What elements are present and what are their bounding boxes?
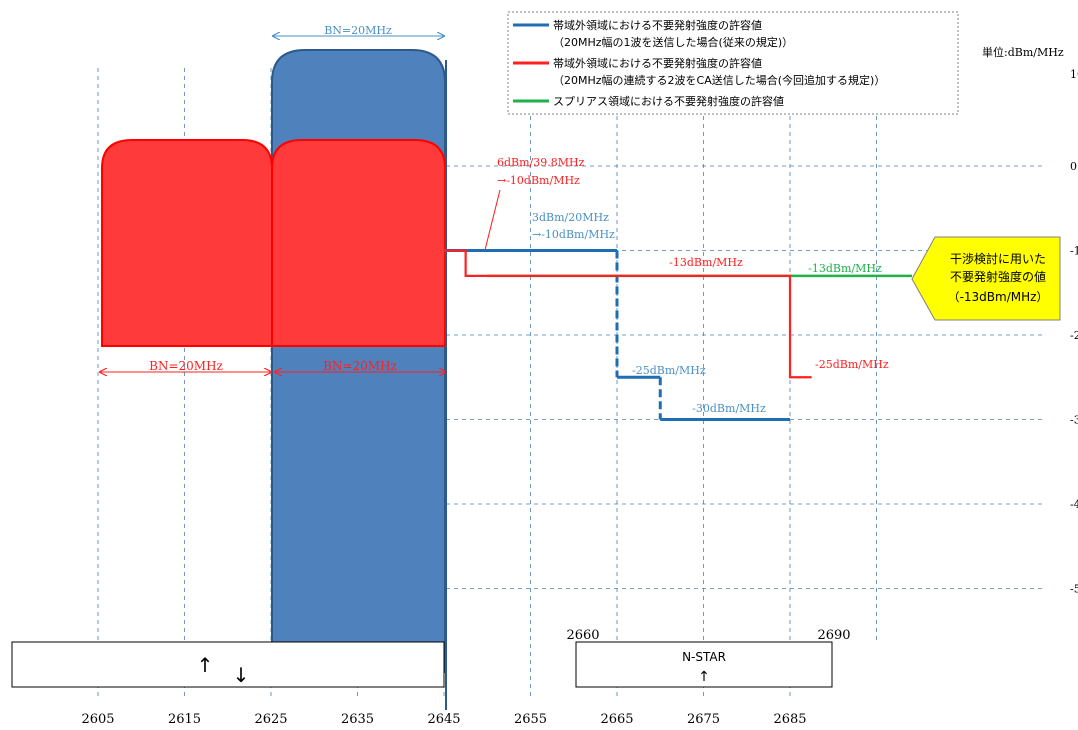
annotation-red-13: -13dBm/MHz [669,256,743,269]
x-tick-label: 2645 [427,712,460,727]
x-tick-label: 2655 [514,712,547,727]
y-tick-label: -20 [1070,329,1078,342]
callout-line-2: 不要発射強度の値 [950,269,1046,284]
carrier-red-right [271,139,446,347]
callout-line-3: （-13dBm/MHz） [948,290,1049,304]
annotation-green-13: -13dBm/MHz [808,262,882,275]
y-tick-label: -50 [1070,583,1078,596]
allocation-up-arrow: ↑ [197,653,214,677]
bn-label-red-right: BN=20MHz [323,359,397,373]
annotation-blue-25: -25dBm/MHz [632,364,706,377]
y-tick-label: 10 [1070,68,1078,81]
y-tick-labels: 10 0 -10 -20 -30 -40 -50 [1070,68,1078,596]
x-tick-label: 2665 [600,712,633,727]
carrier-red-left [101,139,273,347]
annotation-blue-carrier-1: 3dBm/20MHz [532,211,609,224]
nstar-end-label: 2690 [817,628,850,643]
annotation-red-25: -25dBm/MHz [815,358,889,371]
y-tick-label: -30 [1070,414,1078,427]
red-annotation-pointer [484,189,501,251]
legend-box [507,11,959,115]
annotation-blue-carrier-2: →-10dBm/MHz [532,228,615,241]
legend-green-line1: スプリアス領域における不要発射強度の許容値 [553,94,784,108]
nstar-start-label: 2660 [566,628,599,643]
legend-blue-line2: （20MHz幅の1波を送信した場合(従来の規定)） [553,35,793,49]
x-tick-labels: 2605 2615 2625 2635 2645 2655 2665 2675 2685 [81,712,806,727]
x-tick-label: 2685 [773,712,806,727]
callout-box [911,236,1061,321]
legend-red-line2: （20MHz幅の連続する2波をCA送信した場合(今回追加する規定)） [553,73,885,87]
nstar-arrow: ↑ [698,669,710,685]
bn-label-blue: BN=20MHz [324,24,392,37]
x-tick-label: 2625 [254,712,287,727]
allocation-box-nstar [575,641,833,688]
series-layer [444,249,912,421]
red-mask-line [444,249,812,379]
y-tick-label: -10 [1070,245,1078,258]
annotation-red-carrier-2: →-10dBm/MHz [497,174,580,187]
bn-label-red-left: BN=20MHz [149,359,223,373]
x-tick-label: 2635 [341,712,374,727]
y-tick-label: 0 [1070,160,1077,173]
callout-line-1: 干渉検討に用いた [950,251,1046,266]
nstar-label: N-STAR [682,650,726,664]
annotation-red-carrier-1: 6dBm/39.8MHz [497,156,585,169]
y-tick-label: -40 [1070,498,1078,511]
allocation-down-arrow: ↓ [233,663,250,687]
annotation-blue-30: -30dBm/MHz [692,402,766,415]
legend-red-line1: 帯域外領域における不要発射強度の許容値 [553,56,762,70]
unit-label: 単位:dBm/MHz [982,45,1064,59]
x-tick-label: 2615 [168,712,201,727]
legend-blue-line1: 帯域外領域における不要発射強度の許容値 [553,18,762,32]
x-tick-label: 2675 [687,712,720,727]
allocation-box-left [11,641,445,688]
x-tick-label: 2605 [81,712,114,727]
